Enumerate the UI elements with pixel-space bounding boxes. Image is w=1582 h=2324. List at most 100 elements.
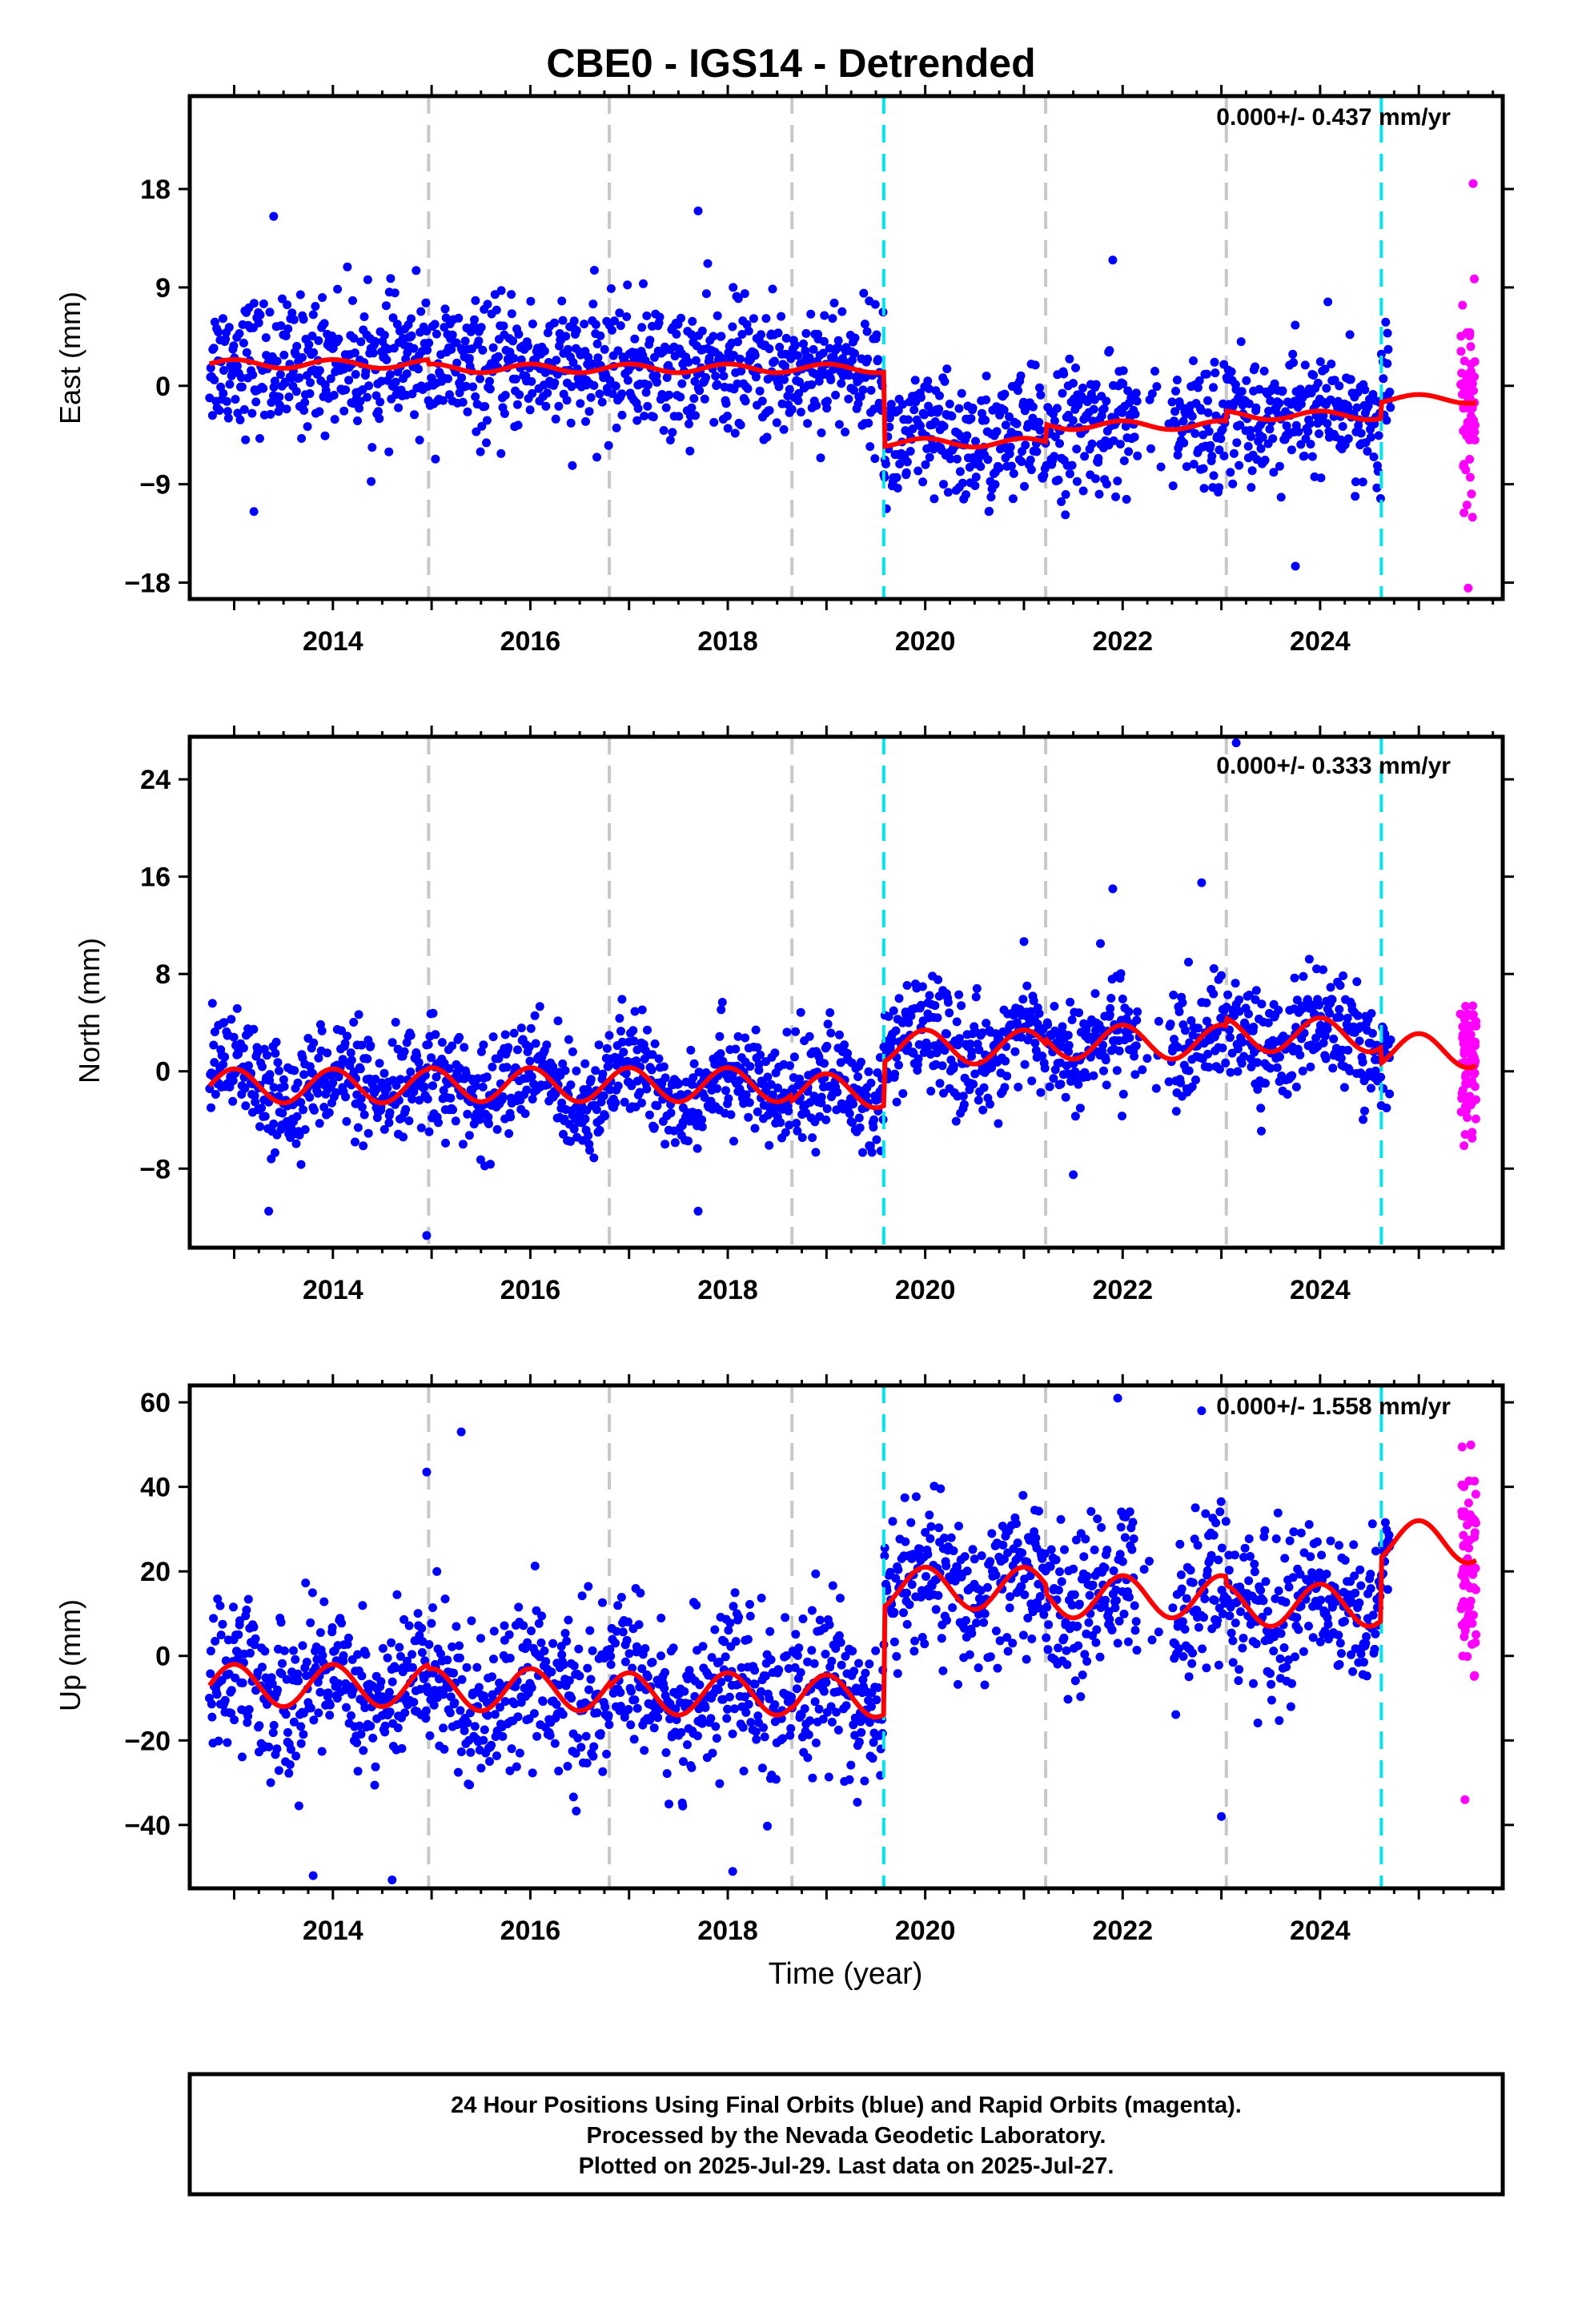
final-orbit-point [1168, 481, 1178, 491]
final-orbit-point [1171, 386, 1180, 396]
final-orbit-point [943, 488, 953, 497]
final-orbit-point [648, 1658, 657, 1667]
final-orbit-point [440, 1594, 450, 1604]
final-orbit-point [523, 1638, 532, 1647]
final-orbit-point [774, 1666, 784, 1675]
final-orbit-point [1260, 456, 1270, 464]
final-orbit-point [734, 1612, 744, 1622]
final-orbit-point [356, 337, 366, 347]
final-orbit-point [412, 1051, 422, 1060]
final-orbit-point [1063, 1695, 1073, 1704]
final-orbit-point [1311, 1033, 1321, 1043]
final-orbit-point [343, 262, 352, 271]
final-orbit-point [602, 1043, 612, 1053]
final-orbit-point [460, 1043, 469, 1052]
final-orbit-point [596, 1729, 605, 1739]
final-orbit-point [935, 391, 944, 400]
final-orbit-point [307, 332, 317, 340]
final-orbit-point [351, 1137, 359, 1147]
final-orbit-point [736, 420, 745, 430]
final-orbit-point [1118, 1089, 1128, 1099]
final-orbit-point [421, 1706, 431, 1715]
final-orbit-point [1307, 452, 1317, 461]
final-orbit-point [341, 385, 351, 395]
final-orbit-point [557, 1650, 567, 1659]
final-orbit-point [1057, 1577, 1066, 1586]
final-orbit-point [315, 1119, 324, 1128]
final-orbit-point [299, 1070, 309, 1080]
final-orbit-point [697, 326, 707, 336]
final-orbit-point [733, 1031, 743, 1041]
final-orbit-point [926, 1087, 936, 1096]
final-orbit-point [1036, 1088, 1046, 1097]
final-orbit-point [1130, 409, 1140, 419]
final-orbit-point [1030, 1039, 1040, 1047]
chart-title: CBE0 - IGS14 - Detrended [546, 41, 1035, 86]
final-orbit-point [496, 286, 506, 296]
final-orbit-point [750, 1124, 760, 1133]
final-orbit-point [480, 1691, 489, 1701]
final-orbit-point [808, 1133, 817, 1143]
final-orbit-point [938, 1666, 948, 1675]
rapid-orbit-point [1460, 1141, 1469, 1151]
final-orbit-point [846, 1760, 856, 1770]
plot-area [205, 1385, 1481, 1888]
final-orbit-point [845, 1775, 854, 1784]
final-orbit-point [522, 1085, 532, 1095]
final-orbit-point [931, 1605, 941, 1614]
final-orbit-point [916, 1000, 926, 1010]
final-orbit-point [853, 399, 863, 408]
final-orbit-point [983, 455, 993, 464]
final-orbit-point [1034, 1506, 1043, 1516]
final-orbit-point [218, 1619, 227, 1629]
final-orbit-point [424, 1039, 433, 1049]
final-orbit-point [514, 329, 524, 339]
final-orbit-point [310, 1105, 319, 1115]
final-orbit-point [1012, 419, 1022, 428]
final-orbit-point [359, 1746, 368, 1755]
final-orbit-point [604, 1061, 613, 1071]
final-orbit-point [1039, 471, 1049, 480]
final-orbit-point [1071, 363, 1080, 372]
final-orbit-point [540, 1647, 549, 1655]
final-orbit-point [278, 294, 287, 304]
final-orbit-point [1206, 440, 1215, 450]
final-orbit-point [689, 1073, 698, 1083]
final-orbit-point [315, 1628, 325, 1638]
final-orbit-point [306, 1703, 315, 1713]
final-orbit-point [880, 1551, 889, 1561]
final-orbit-point [409, 344, 419, 353]
final-orbit-point [564, 1615, 573, 1625]
final-orbit-point [361, 1650, 371, 1659]
final-orbit-point [684, 357, 693, 367]
final-orbit-point [1367, 1028, 1377, 1038]
final-orbit-point [584, 352, 593, 362]
final-orbit-point [753, 1043, 762, 1052]
final-orbit-point [844, 371, 853, 380]
final-orbit-point [584, 407, 594, 416]
final-orbit-point [283, 324, 293, 334]
final-orbit-point [515, 390, 524, 400]
final-orbit-point [269, 1720, 279, 1730]
final-orbit-point [858, 385, 868, 395]
final-orbit-point [870, 454, 880, 464]
final-orbit-point [817, 1092, 826, 1102]
final-orbit-point [806, 309, 816, 319]
final-orbit-point [972, 1618, 981, 1628]
final-orbit-point [730, 1588, 740, 1598]
final-orbit-point [906, 1011, 916, 1020]
final-orbit-point [1252, 1058, 1262, 1068]
final-orbit-point [287, 373, 296, 383]
final-orbit-point [391, 1018, 400, 1027]
final-orbit-point [840, 1040, 849, 1050]
final-orbit-point [630, 1007, 640, 1016]
final-orbit-point [805, 1031, 814, 1041]
final-orbit-point [744, 326, 753, 336]
final-orbit-point [644, 380, 652, 390]
final-orbit-point [211, 1636, 220, 1646]
final-orbit-point [329, 391, 339, 400]
final-orbit-point [644, 1110, 654, 1120]
final-orbit-point [246, 1648, 255, 1658]
final-orbit-point [1274, 1005, 1283, 1015]
final-orbit-point [1246, 1054, 1255, 1063]
